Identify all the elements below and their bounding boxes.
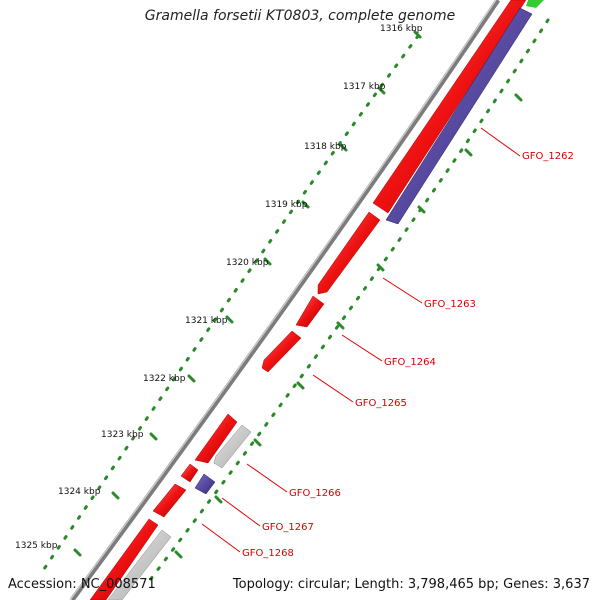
forward-strand-genes bbox=[89, 0, 527, 600]
gene-forward bbox=[194, 413, 238, 464]
gene-forward bbox=[89, 518, 159, 600]
gene-label-leaders bbox=[201, 127, 521, 553]
tick-marks-outer bbox=[73, 30, 422, 557]
gene-reverse bbox=[385, 7, 533, 225]
tick-label: 1318 kbp bbox=[304, 142, 347, 152]
leader-line bbox=[312, 374, 354, 403]
tick-label: 1316 kbp bbox=[380, 24, 423, 34]
gene-label: GFO_1266 bbox=[289, 488, 341, 499]
genome-summary-text: Topology: circular; Length: 3,798,465 bp… bbox=[232, 577, 590, 592]
gene-other bbox=[107, 529, 172, 600]
leader-line bbox=[382, 277, 423, 304]
tick-labels: 1316 kbp 1317 kbp 1318 kbp 1319 kbp 1320… bbox=[15, 24, 423, 551]
gene-forward bbox=[180, 463, 199, 483]
gene-reverse bbox=[194, 473, 216, 495]
backbone-arc bbox=[69, 0, 501, 600]
gene-forward bbox=[317, 211, 381, 295]
tick-label: 1325 kbp bbox=[15, 541, 58, 551]
reverse-strand-genes bbox=[194, 7, 533, 495]
tick-label: 1321 kbp bbox=[185, 316, 228, 326]
gene-labels: GFO_1262 GFO_1263 GFO_1264 GFO_1265 GFO_… bbox=[242, 151, 574, 559]
tick-marks-inner bbox=[174, 93, 523, 559]
gene-other bbox=[213, 424, 252, 469]
gene-label: GFO_1268 bbox=[242, 548, 294, 559]
gene-label: GFO_1262 bbox=[522, 151, 574, 162]
gene-label: GFO_1267 bbox=[262, 522, 314, 533]
tick-label: 1320 kbp bbox=[226, 258, 269, 268]
leader-line bbox=[201, 523, 241, 553]
tick-dots-inner bbox=[148, 18, 550, 582]
tick-label: 1317 kbp bbox=[343, 82, 386, 92]
tick-label: 1324 kbp bbox=[58, 487, 101, 497]
leader-line bbox=[221, 497, 261, 527]
tick-label: 1319 kbp bbox=[265, 200, 308, 210]
gene-forward bbox=[372, 0, 527, 214]
gene-label: GFO_1264 bbox=[384, 357, 436, 368]
gene-forward bbox=[152, 483, 187, 518]
tick-label: 1322 kbp bbox=[143, 374, 186, 384]
leader-line bbox=[341, 334, 383, 362]
tick-label: 1323 kbp bbox=[101, 430, 144, 440]
map-title: Gramella forsetii KT0803, complete genom… bbox=[144, 8, 456, 24]
gene-forward bbox=[295, 295, 325, 328]
gene-label: GFO_1263 bbox=[424, 299, 476, 310]
rna-feature bbox=[526, 0, 544, 8]
leader-line bbox=[246, 463, 288, 493]
leader-line bbox=[480, 127, 521, 157]
gene-label: GFO_1265 bbox=[355, 398, 407, 409]
accession-text: Accession: NC_008571 bbox=[8, 577, 156, 592]
gene-forward bbox=[261, 330, 302, 373]
other-genes bbox=[107, 424, 252, 600]
